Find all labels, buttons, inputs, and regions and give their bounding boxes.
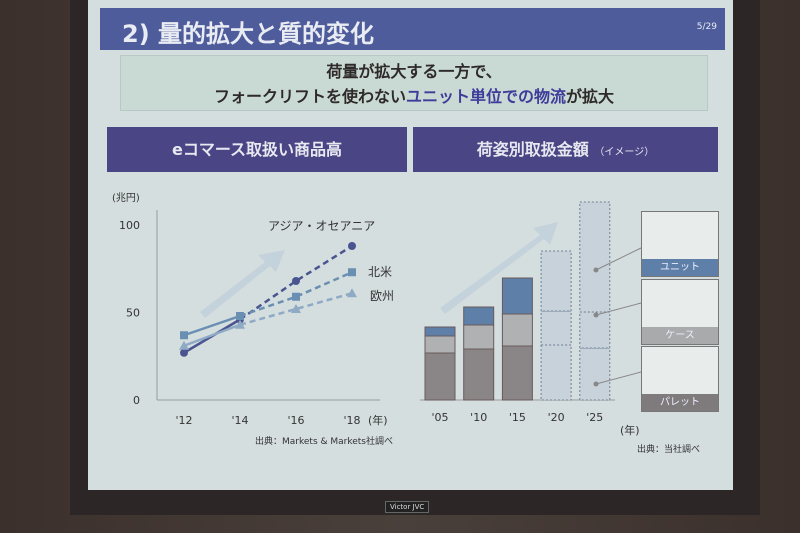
connector-line [595,247,642,271]
x-tick-label: '14 [231,414,248,427]
right-heading-text: 荷姿別取扱金額 [476,140,589,159]
message-highlight: ユニット単位での物流 [405,87,566,106]
bar-segment [540,344,572,401]
case-legend: ケース [641,279,719,345]
bar-x-axis-label: (年) [620,423,640,437]
left-heading: eコマース取扱い商品高 [107,127,407,172]
series-label: 欧州 [370,289,394,303]
bar-segment [501,277,533,315]
y-tick-label: 100 [119,219,140,232]
x-tick-label: '16 [287,414,304,427]
bar-x-tick-label: '10 [470,411,487,424]
left-heading-text: eコマース取扱い商品高 [171,140,343,159]
data-point [292,292,300,301]
bar-segment [540,250,572,312]
data-point [292,277,300,285]
unit-legend-label: ユニット [642,259,718,276]
bar-x-tick-label: '05 [431,411,448,424]
case-legend-label: ケース [642,327,718,344]
series-label: 北米 [368,265,392,279]
bar-x-tick-label: '15 [509,411,526,424]
y-axis-label: (兆円) [112,192,140,204]
x-axis-label: (年) [368,413,388,427]
data-point [179,340,189,350]
bar-segment [424,335,456,354]
x-tick-label: '18 [343,414,360,427]
bar-segment [463,306,495,326]
logo: Victor JVC [385,501,430,513]
series-line-solid [183,314,241,337]
connector-dot [593,267,599,273]
bar-segment [579,311,611,349]
right-heading-note: （イメージ） [594,147,655,158]
data-point [180,331,188,340]
message-post: が拡大 [566,87,615,106]
connector-dot [593,381,599,387]
connector-line [595,371,642,385]
bar-segment [501,345,533,401]
bar-segment [463,324,495,350]
bar-x-tick-label: '25 [586,411,603,424]
data-point [348,268,356,277]
data-point [347,288,357,298]
connector-dot [593,312,599,318]
bar-x-tick-label: '20 [548,411,565,424]
data-point [236,312,244,320]
left-source: 出典：Markets & Markets社調べ [255,437,393,447]
right-heading: 荷姿別取扱金額 （イメージ） [413,127,718,172]
data-point [235,319,245,329]
bar-segment [579,347,611,401]
slide-header: 2) 量的拡大と質的変化 5/29 [100,8,725,50]
message-line-1: 荷量が拡大する一方で、 [326,62,502,81]
x-tick-label: '12 [175,414,192,427]
bar-segment [424,352,456,401]
bar-segment [501,313,533,347]
bar-segment [579,201,611,313]
slide-title: 2) 量的拡大と質的変化 [122,20,375,48]
y-tick-label: 50 [126,307,140,320]
unit-legend: ユニット [641,211,719,277]
series-line-dashed [239,244,353,321]
page-number: 5/29 [696,22,717,32]
bar-segment [424,326,456,337]
growth-arrow-left [200,250,285,318]
bar-segment [463,348,495,401]
y-tick-label: 0 [133,394,140,407]
right-source: 出典：当社調べ [637,445,701,455]
message-pre: フォークリフトを使わない [213,87,406,106]
growth-arrow-right [440,222,558,314]
series-label: アジア・オセアニア [268,219,375,233]
data-point [291,304,301,313]
data-point [180,348,188,357]
pallet-legend: パレット [641,346,719,412]
series-line-solid [183,323,241,347]
connector-line [595,302,642,316]
pallet-legend-label: パレット [642,394,718,411]
bar-segment [540,310,572,346]
key-message: 荷量が拡大する一方で、 フォークリフトを使わないユニット単位での物流が拡大 [120,55,708,111]
message-line-2: フォークリフトを使わないユニット単位での物流が拡大 [121,84,707,109]
data-point [348,242,356,250]
